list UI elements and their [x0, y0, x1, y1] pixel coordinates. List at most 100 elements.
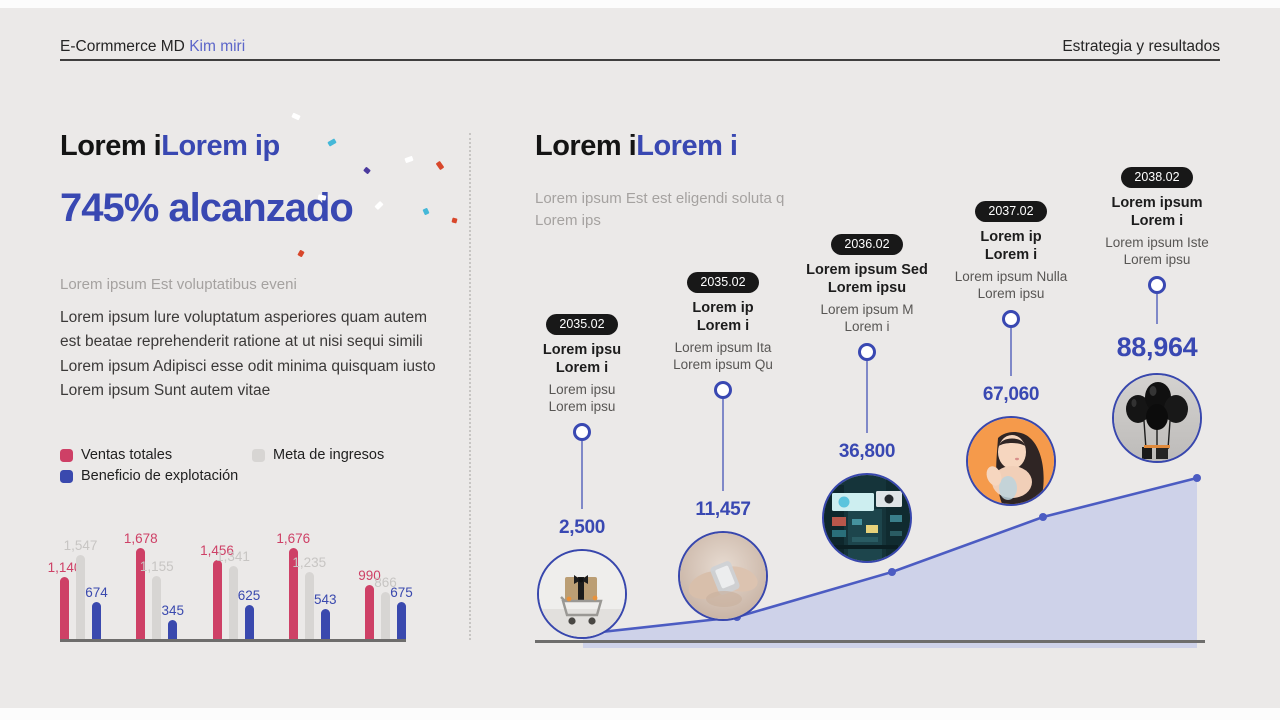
bar-value-label: 866: [374, 575, 397, 590]
milestone-marker-dot: [1002, 310, 1020, 329]
milestone-title-line: Lorem ipsum: [1111, 195, 1203, 211]
milestone-value: 67,060: [982, 384, 1040, 406]
legend-item: Ventas totales: [60, 447, 252, 463]
milestone: 2038.02 Lorem ipsum Lorem i Lorem ipsum Ist…: [1077, 167, 1237, 464]
bar-ventas: [288, 548, 298, 639]
milestone-connector-line: [581, 441, 583, 510]
bar-wrap: 990: [358, 568, 381, 639]
milestone-date-badge: 2035.02: [546, 314, 618, 335]
bar-ventas: [60, 577, 69, 639]
milestone-title: Lorem ipsu Lorem i: [502, 342, 662, 377]
achievement-headline: 745% alcanzado: [60, 186, 354, 230]
bar-meta: [381, 592, 390, 639]
bar-ventas: [212, 560, 222, 639]
milestone-date-badge: 2035.02: [687, 272, 759, 293]
milestone-title-line: Lorem ipsu: [827, 279, 907, 296]
milestone-title-line: Lorem i: [696, 317, 750, 334]
bar-meta: [76, 555, 85, 639]
left-body-paragraph: Lorem ipsum lure voluptatum asperiores q…: [60, 306, 436, 403]
bar-meta: [152, 576, 162, 639]
milestone-desc-line: Lorem ipsum Iste: [1105, 235, 1209, 251]
vertical-divider: [469, 133, 471, 640]
confetti-piece: [327, 138, 337, 147]
milestone-desc-line: Lorem i: [844, 318, 890, 334]
bar-value-label: 625: [237, 588, 261, 603]
milestone-value: 36,800: [838, 441, 896, 463]
bar-value-label: 543: [313, 592, 337, 607]
milestone-title: Lorem ip Lorem i: [931, 229, 1091, 264]
legend-item: Meta de ingresos: [252, 447, 384, 463]
brand-label: E-Cormmerce MD: [60, 38, 185, 55]
milestone-desc: Lorem ipsum Ita Lorem ipsum Qu: [643, 340, 803, 373]
milestone: 2037.02 Lorem ip Lorem i Lorem ipsum Nulla L…: [931, 201, 1091, 507]
bar-group: 1,140 1,547 674: [48, 538, 108, 639]
bar-value-label: 675: [390, 585, 413, 600]
bar-beneficio: [168, 620, 178, 639]
milestone-desc: Lorem ipsum M Lorem i: [787, 302, 947, 335]
milestone: 2036.02 Lorem ipsum Sed Lorem ipsu Lorem ip…: [787, 234, 947, 564]
bar-value-label: 1,235: [292, 555, 327, 570]
hands-phone-photo: [678, 531, 768, 622]
bar-wrap: 1,676: [276, 531, 310, 639]
timeline-axis: [535, 640, 1205, 643]
milestone-desc: Lorem ipsum Iste Lorem ipsu: [1077, 235, 1237, 268]
milestone-connector-line: [1010, 328, 1012, 377]
bar-value-label: 345: [161, 603, 185, 618]
right-title-blue: Lorem i: [636, 130, 738, 162]
milestone-value: 11,457: [695, 499, 751, 521]
milestone-connector-line: [866, 361, 868, 434]
bar-value-label: 1,140: [47, 560, 82, 575]
milestone-desc-line: Lorem ipsu: [977, 285, 1045, 301]
bar-wrap: 543: [314, 592, 337, 639]
milestone-title-line: Lorem ipsum Sed: [806, 262, 928, 278]
milestone-connector-line: [722, 399, 724, 492]
milestone-date-badge-wrap: 2035.02: [502, 314, 662, 335]
body-line: Lorem ipsum lure voluptatum asperiores q…: [60, 309, 428, 326]
legend-label: Beneficio de explotación: [81, 468, 239, 484]
bar-value-label: 674: [85, 585, 108, 600]
bar-value-label: 1,341: [216, 549, 250, 564]
milestone-marker-dot: [573, 423, 591, 442]
milestone-desc: Lorem ipsu Lorem ipsu: [502, 382, 662, 415]
lead-line: Lorem ips: [535, 212, 601, 229]
bar-chart-axis: [60, 639, 406, 642]
slide: E-Cormmerce MD Kim miri Estrategia y res…: [0, 8, 1280, 708]
bar-wrap: 866: [374, 575, 397, 639]
bar-wrap: 1,456: [200, 543, 234, 639]
milestone-title: Lorem ipsum Lorem i: [1077, 195, 1237, 230]
left-title: Lorem iLorem ip: [60, 130, 280, 163]
body-line: Lorem ipsum Sunt autem vitae: [60, 381, 271, 399]
bar-wrap: 674: [85, 585, 108, 639]
legend-label: Meta de ingresos: [273, 447, 385, 463]
bar-beneficio: [244, 605, 254, 639]
milestone-title-line: Lorem i: [555, 359, 609, 376]
confetti-piece: [374, 200, 384, 211]
milestone-desc-line: Lorem ipsu: [548, 382, 616, 398]
city-billboards-photo: [822, 473, 912, 564]
milestone-date-badge: 2037.02: [975, 201, 1047, 222]
bar-meta: [228, 566, 238, 639]
left-lead-text: Lorem ipsum Est voluptatibus eveni: [60, 276, 297, 293]
bar-value-label: 1,676: [276, 531, 311, 546]
milestone-value: 88,964: [1116, 332, 1198, 363]
milestone-desc-line: Lorem ipsum Qu: [673, 356, 773, 372]
bar-value-label: 1,678: [123, 531, 158, 546]
bar-beneficio: [320, 609, 330, 639]
bar-wrap: 675: [390, 585, 413, 639]
legend-swatch: [60, 469, 73, 483]
milestone-date-badge: 2038.02: [1121, 167, 1193, 188]
header-left: E-Cormmerce MD Kim miri: [60, 38, 245, 56]
gift-cart-photo: [537, 549, 627, 640]
right-lead-text: Lorem ipsum Est est eligendi soluta q Lor…: [535, 188, 784, 232]
milestone-marker-dot: [858, 343, 876, 362]
legend-swatch: [60, 448, 73, 462]
bar-value-label: 1,155: [139, 559, 174, 574]
header-rule: [60, 59, 1220, 61]
milestone-marker-dot: [714, 381, 732, 400]
growth-line-point: [888, 568, 896, 576]
milestone-desc-line: Lorem ipsum Ita: [674, 340, 772, 356]
bar-value-label: 1,547: [63, 538, 98, 553]
legend-item: Beneficio de explotación: [60, 468, 252, 484]
right-title: Lorem iLorem i: [535, 130, 738, 163]
bar-wrap: 1,341: [216, 549, 250, 639]
